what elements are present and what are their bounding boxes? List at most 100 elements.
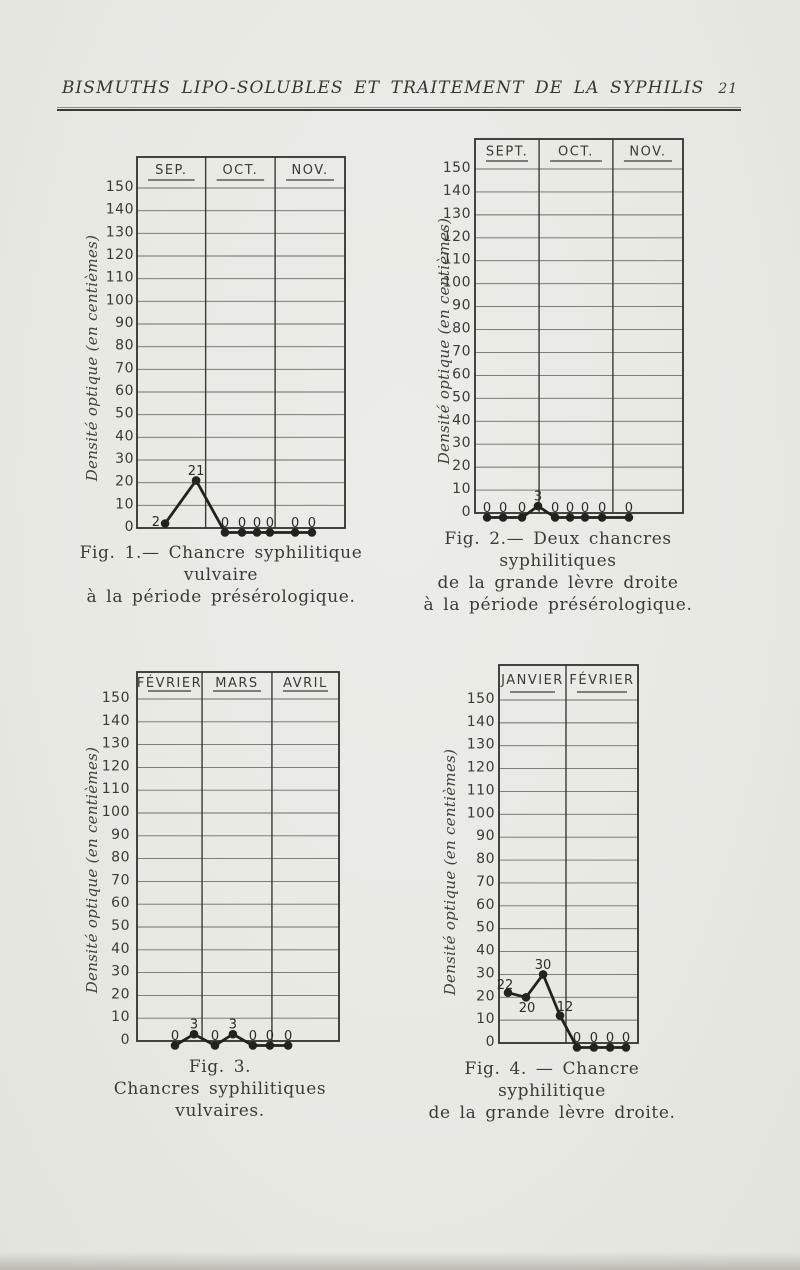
svg-text:FÉVRIER: FÉVRIER xyxy=(569,672,634,688)
svg-text:0: 0 xyxy=(518,501,526,516)
svg-text:140: 140 xyxy=(102,713,130,729)
svg-text:70: 70 xyxy=(476,874,495,890)
svg-text:140: 140 xyxy=(106,202,134,218)
svg-text:120: 120 xyxy=(106,247,134,263)
svg-text:0: 0 xyxy=(238,516,246,531)
svg-text:2: 2 xyxy=(152,515,160,530)
svg-text:0: 0 xyxy=(625,501,633,516)
svg-text:110: 110 xyxy=(467,782,495,798)
svg-text:12: 12 xyxy=(557,1000,574,1015)
svg-text:130: 130 xyxy=(106,224,134,240)
caption-line: Fig. 3. xyxy=(188,1057,252,1077)
svg-text:120: 120 xyxy=(102,758,130,774)
y-axis-label-fig1: Densité optique (en centièmes) xyxy=(83,234,101,482)
svg-text:0: 0 xyxy=(266,516,274,531)
svg-text:0: 0 xyxy=(581,501,589,516)
chart-fig2: 1501401301201101009080706050403020100SEP… xyxy=(443,138,684,522)
chart-fig4: 1501401301201101009080706050403020100JAN… xyxy=(467,664,639,1052)
svg-text:0: 0 xyxy=(590,1031,598,1046)
svg-text:30: 30 xyxy=(476,965,495,981)
svg-text:100: 100 xyxy=(467,805,495,821)
caption-line: à la période présérologique. xyxy=(86,587,356,607)
svg-text:90: 90 xyxy=(115,315,134,331)
svg-text:20: 20 xyxy=(111,986,130,1002)
svg-text:0: 0 xyxy=(551,501,559,516)
svg-text:10: 10 xyxy=(476,1011,495,1027)
svg-text:110: 110 xyxy=(106,270,134,286)
svg-text:110: 110 xyxy=(443,252,471,268)
svg-text:90: 90 xyxy=(111,827,130,843)
caption-line: à la période présérologique. xyxy=(423,595,693,615)
svg-text:150: 150 xyxy=(443,160,471,176)
svg-text:50: 50 xyxy=(476,920,495,936)
svg-text:FÉVRIER: FÉVRIER xyxy=(137,675,202,691)
svg-text:0: 0 xyxy=(308,516,316,531)
svg-text:70: 70 xyxy=(452,343,471,359)
svg-text:70: 70 xyxy=(111,872,130,888)
svg-text:50: 50 xyxy=(115,406,134,422)
svg-text:60: 60 xyxy=(111,895,130,911)
svg-text:OCT.: OCT. xyxy=(222,163,258,178)
svg-text:40: 40 xyxy=(452,412,471,428)
svg-text:0: 0 xyxy=(573,1031,581,1046)
svg-text:30: 30 xyxy=(452,435,471,451)
svg-text:10: 10 xyxy=(452,481,471,497)
scan-bottom-edge xyxy=(0,1252,800,1270)
caption-line: Fig. 4. — Chancre syphilitique xyxy=(464,1059,640,1101)
svg-text:140: 140 xyxy=(443,183,471,199)
svg-text:AVRIL: AVRIL xyxy=(283,676,328,691)
svg-text:0: 0 xyxy=(284,1029,292,1044)
svg-text:60: 60 xyxy=(115,383,134,399)
caption-line: de la grande lèvre droite xyxy=(437,573,679,593)
caption-fig3: Fig. 3. Chancres syphilitiques vulvaires… xyxy=(70,1056,370,1122)
svg-text:3: 3 xyxy=(534,490,542,505)
svg-text:0: 0 xyxy=(606,1031,614,1046)
svg-text:0: 0 xyxy=(121,1032,130,1048)
svg-text:50: 50 xyxy=(452,389,471,405)
page-number: 21 xyxy=(718,81,739,97)
svg-text:OCT.: OCT. xyxy=(558,145,594,160)
svg-text:80: 80 xyxy=(452,321,471,337)
svg-text:0: 0 xyxy=(483,501,491,516)
caption-line: Fig. 2.— Deux chancres syphilitiques xyxy=(444,529,672,571)
page-header: BISMUTHS LIPO-SOLUBLES ET TRAITEMENT DE … xyxy=(0,78,800,98)
svg-text:40: 40 xyxy=(115,428,134,444)
svg-text:0: 0 xyxy=(566,501,574,516)
svg-text:40: 40 xyxy=(111,941,130,957)
svg-text:0: 0 xyxy=(598,501,606,516)
svg-text:22: 22 xyxy=(497,978,514,993)
svg-text:80: 80 xyxy=(476,851,495,867)
caption-fig1: Fig. 1.— Chancre syphilitique vulvaire à… xyxy=(55,542,387,608)
svg-text:120: 120 xyxy=(467,760,495,776)
svg-text:20: 20 xyxy=(519,1001,536,1016)
svg-text:0: 0 xyxy=(125,519,134,535)
svg-text:3: 3 xyxy=(190,1018,198,1033)
svg-text:20: 20 xyxy=(452,458,471,474)
svg-text:140: 140 xyxy=(467,714,495,730)
svg-text:70: 70 xyxy=(115,360,134,376)
svg-text:50: 50 xyxy=(111,918,130,934)
svg-text:0: 0 xyxy=(486,1034,495,1050)
caption-fig4: Fig. 4. — Chancre syphilitique de la gra… xyxy=(420,1058,684,1124)
svg-text:0: 0 xyxy=(266,1029,274,1044)
svg-text:150: 150 xyxy=(102,690,130,706)
svg-text:0: 0 xyxy=(249,1029,257,1044)
caption-line: Fig. 1.— Chancre syphilitique vulvaire xyxy=(79,543,363,585)
y-axis-label-fig4: Densité optique (en centièmes) xyxy=(441,748,459,996)
svg-text:3: 3 xyxy=(229,1018,237,1033)
svg-text:NOV.: NOV. xyxy=(629,145,666,160)
svg-text:90: 90 xyxy=(476,828,495,844)
header-rule xyxy=(57,107,741,111)
svg-text:20: 20 xyxy=(115,474,134,490)
svg-text:130: 130 xyxy=(467,737,495,753)
svg-text:10: 10 xyxy=(111,1009,130,1025)
svg-text:0: 0 xyxy=(211,1029,219,1044)
svg-text:NOV.: NOV. xyxy=(292,163,329,178)
svg-text:60: 60 xyxy=(476,897,495,913)
running-title: BISMUTHS LIPO-SOLUBLES ET TRAITEMENT DE … xyxy=(61,78,705,98)
svg-text:130: 130 xyxy=(443,206,471,222)
svg-text:0: 0 xyxy=(462,504,471,520)
y-axis-label-fig3: Densité optique (en centièmes) xyxy=(83,746,101,994)
svg-text:30: 30 xyxy=(535,958,552,973)
